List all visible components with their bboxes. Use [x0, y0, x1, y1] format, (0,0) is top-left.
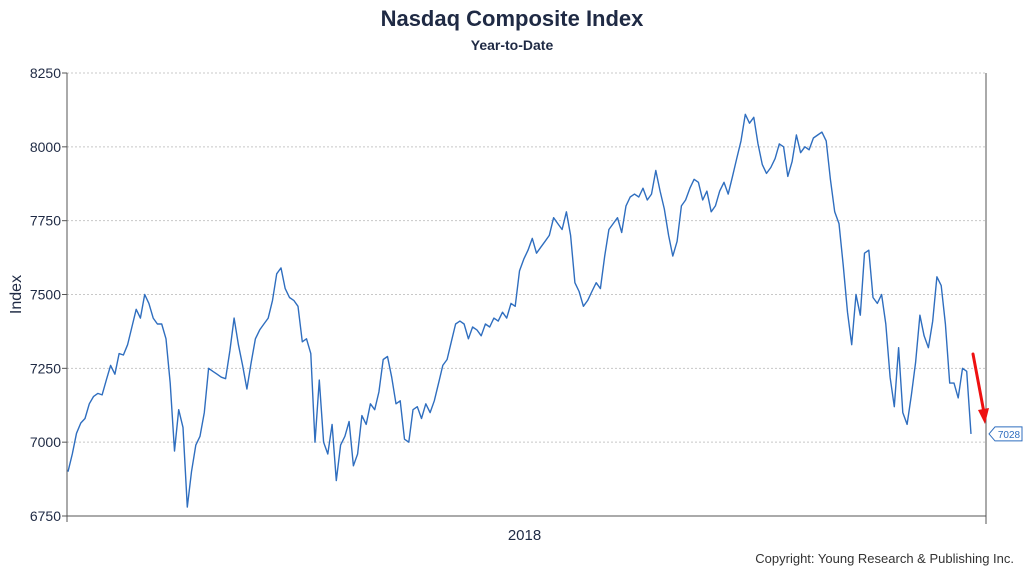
series-line — [67, 113, 972, 508]
y-axis-label: Index — [8, 275, 25, 314]
x-tick-label: 2018 — [508, 527, 541, 544]
y-tick-label: 8250 — [30, 65, 61, 81]
y-tick-label: 6750 — [30, 508, 61, 524]
chart-subtitle: Year-to-Date — [470, 37, 554, 53]
copyright-text: Copyright: Young Research & Publishing I… — [755, 551, 1014, 566]
red-arrow-head — [978, 408, 989, 424]
y-tick-label: 7250 — [30, 360, 61, 376]
y-tick-label: 7750 — [30, 213, 61, 229]
y-tick-label: 7000 — [30, 434, 61, 450]
last-value-tag — [988, 426, 1023, 442]
y-tick-label: 7500 — [30, 287, 61, 303]
chart-title: Nasdaq Composite Index — [380, 6, 644, 31]
last-value-label: 7028 — [998, 430, 1021, 441]
red-arrow-shaft — [971, 352, 985, 412]
y-tick-label: 8000 — [30, 139, 61, 155]
